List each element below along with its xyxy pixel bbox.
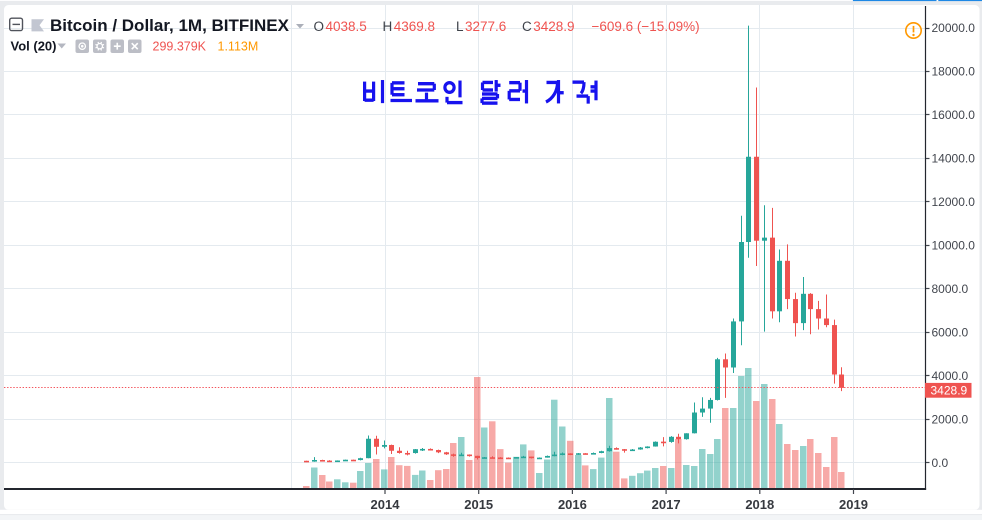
- svg-text:299.379K: 299.379K: [153, 40, 207, 54]
- svg-text:2017: 2017: [652, 497, 681, 512]
- svg-text:−609.6 (−15.09%): −609.6 (−15.09%): [592, 19, 700, 34]
- svg-text:12000.0: 12000.0: [932, 195, 976, 209]
- svg-text:3428.9: 3428.9: [931, 383, 968, 397]
- svg-text:14000.0: 14000.0: [932, 152, 976, 166]
- svg-text:4000.0: 4000.0: [932, 369, 969, 383]
- svg-text:Bitcoin / Dollar, 1M, BITFINEX: Bitcoin / Dollar, 1M, BITFINEX: [50, 16, 290, 35]
- svg-text:2018: 2018: [745, 497, 774, 512]
- svg-text:Vol (20): Vol (20): [11, 39, 57, 54]
- svg-text:18000.0: 18000.0: [932, 65, 976, 79]
- svg-text:0.0: 0.0: [932, 456, 949, 470]
- svg-text:20000.0: 20000.0: [932, 21, 976, 35]
- svg-text:2016: 2016: [558, 497, 587, 512]
- svg-text:10000.0: 10000.0: [932, 239, 976, 253]
- svg-text:2015: 2015: [464, 497, 493, 512]
- svg-text:2014: 2014: [371, 497, 401, 512]
- svg-text:6000.0: 6000.0: [932, 325, 969, 339]
- svg-text:1.113M: 1.113M: [218, 40, 259, 54]
- svg-text:16000.0: 16000.0: [932, 108, 976, 122]
- svg-text:2000.0: 2000.0: [932, 412, 969, 426]
- svg-text:2019: 2019: [839, 497, 868, 512]
- svg-text:8000.0: 8000.0: [932, 282, 969, 296]
